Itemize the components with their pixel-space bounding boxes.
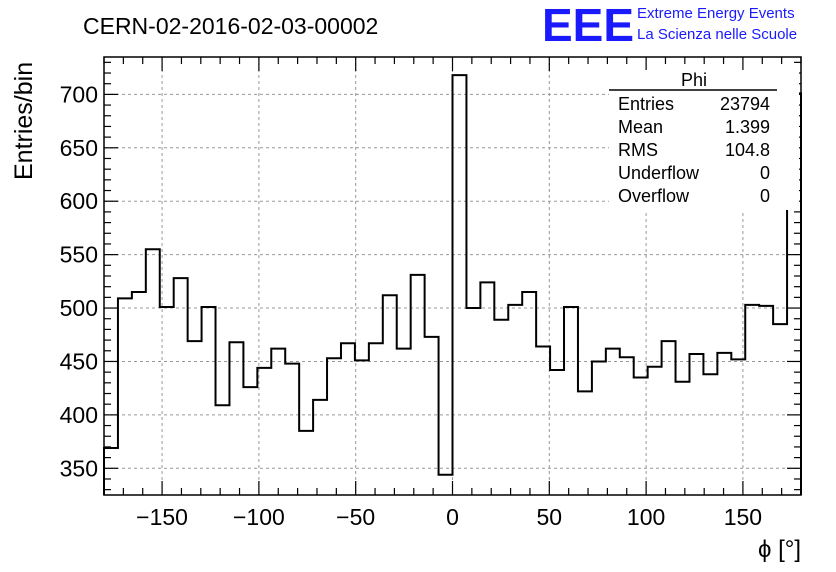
chart-title: CERN-02-2016-02-03-00002 xyxy=(83,13,378,39)
y-tick-label: 700 xyxy=(60,81,98,107)
stats-label: Overflow xyxy=(618,186,690,206)
x-tick-label: 150 xyxy=(724,504,762,530)
x-tick-label: 50 xyxy=(537,504,563,530)
tick-labels: −150 −100 −50 0 50 100 150 350 400 450 500 550 600 65… xyxy=(60,81,762,530)
stats-value: 104.8 xyxy=(725,140,770,160)
logo-line-1: Extreme Energy Events xyxy=(637,5,795,22)
x-axis-label: ϕ [°] xyxy=(758,536,801,563)
y-tick-label: 600 xyxy=(60,188,98,214)
x-tick-label: −100 xyxy=(233,504,285,530)
stats-label: Entries xyxy=(618,94,674,114)
x-tick-label: −50 xyxy=(336,504,375,530)
y-tick-label: 650 xyxy=(60,135,98,161)
stats-value: 1.399 xyxy=(725,117,770,137)
stats-label: RMS xyxy=(618,140,658,160)
y-tick-label: 500 xyxy=(60,295,98,321)
eee-logo-text: EEE xyxy=(542,0,634,51)
y-tick-label: 450 xyxy=(60,348,98,374)
y-tick-label: 550 xyxy=(60,242,98,268)
stats-box: Phi Entries 23794 Mean 1.399 RMS 104.8 Underfl… xyxy=(609,70,799,210)
stats-value: 0 xyxy=(760,163,770,183)
stats-value: 23794 xyxy=(720,94,770,114)
histogram-step-line xyxy=(103,74,802,495)
y-tick-label: 350 xyxy=(60,455,98,481)
x-tick-label: −150 xyxy=(136,504,188,530)
stats-label: Mean xyxy=(618,117,663,137)
axis-ticks xyxy=(103,57,802,495)
logo-line-2: La Scienza nelle Scuole xyxy=(637,26,797,43)
stats-value: 0 xyxy=(760,186,770,206)
y-tick-label: 400 xyxy=(60,402,98,428)
stats-rows: Entries 23794 Mean 1.399 RMS 104.8 Underflow 0 O… xyxy=(618,94,770,206)
y-axis-label: Entries/bin xyxy=(10,62,38,180)
x-tick-label: 0 xyxy=(446,504,459,530)
x-tick-label: 100 xyxy=(627,504,665,530)
stats-name: Phi xyxy=(681,70,707,90)
stats-label: Underflow xyxy=(618,163,700,183)
